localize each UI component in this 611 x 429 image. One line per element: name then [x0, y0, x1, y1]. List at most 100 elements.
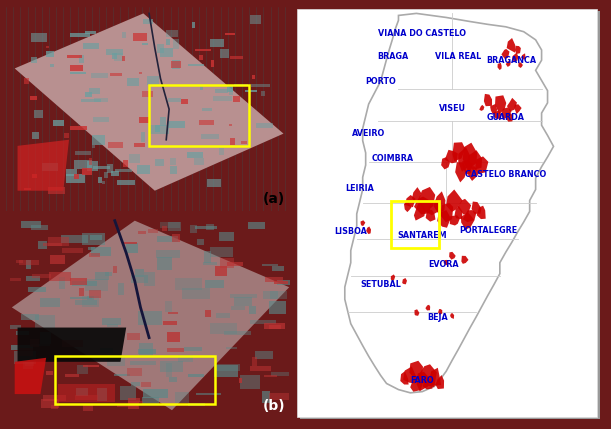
Bar	[42, 163, 58, 171]
Bar	[66, 174, 85, 183]
Bar	[233, 96, 240, 102]
Bar	[262, 91, 265, 96]
Polygon shape	[468, 166, 479, 181]
Bar	[219, 232, 233, 241]
Bar	[215, 266, 227, 276]
Text: BEJA: BEJA	[427, 313, 448, 322]
Polygon shape	[409, 361, 423, 381]
Polygon shape	[366, 227, 371, 234]
Text: SANTAREM: SANTAREM	[398, 231, 447, 240]
Bar	[104, 272, 112, 276]
Polygon shape	[438, 309, 442, 315]
Bar	[93, 117, 109, 122]
Bar	[70, 72, 86, 74]
Bar	[26, 260, 32, 269]
Bar	[48, 238, 69, 246]
Text: FARO: FARO	[411, 376, 434, 385]
Bar	[167, 348, 184, 351]
Bar	[106, 49, 123, 55]
Bar	[270, 291, 287, 299]
Bar	[130, 362, 156, 365]
Bar	[21, 221, 41, 228]
Polygon shape	[445, 150, 458, 163]
Bar	[95, 272, 109, 281]
Bar	[112, 266, 117, 273]
Bar	[49, 63, 54, 67]
Bar	[79, 55, 84, 63]
Polygon shape	[441, 203, 453, 222]
Polygon shape	[417, 372, 429, 391]
Bar	[143, 389, 168, 398]
Bar	[30, 96, 37, 100]
Bar	[231, 306, 245, 311]
Bar	[160, 48, 173, 57]
Bar	[123, 160, 128, 166]
Bar	[43, 396, 65, 401]
Bar	[240, 375, 260, 389]
Bar	[51, 405, 57, 408]
Bar	[138, 349, 156, 353]
Bar	[16, 260, 23, 263]
Polygon shape	[494, 111, 501, 119]
Polygon shape	[414, 201, 425, 221]
Bar	[85, 279, 108, 291]
Text: (a): (a)	[263, 192, 285, 206]
Text: SETUBAL: SETUBAL	[360, 280, 401, 289]
Bar	[144, 272, 155, 286]
Bar	[82, 168, 92, 175]
Bar	[207, 179, 221, 187]
Bar	[61, 236, 88, 243]
Bar	[49, 272, 71, 281]
Bar	[83, 43, 98, 49]
Bar	[269, 301, 286, 314]
Text: EVORA: EVORA	[428, 260, 458, 269]
Bar	[214, 365, 238, 377]
Bar	[160, 222, 180, 228]
Bar	[274, 281, 288, 284]
Bar	[196, 393, 221, 396]
Bar	[31, 226, 48, 230]
Text: BRAGANCA: BRAGANCA	[487, 57, 537, 66]
Polygon shape	[427, 199, 440, 215]
Bar	[230, 138, 235, 145]
Bar	[108, 142, 123, 148]
Bar	[262, 264, 279, 266]
Bar	[81, 99, 101, 102]
Bar	[134, 269, 144, 277]
Bar	[184, 347, 202, 351]
Bar	[122, 242, 137, 244]
Bar	[272, 266, 285, 271]
Polygon shape	[15, 358, 46, 394]
Bar	[31, 57, 37, 63]
Bar	[168, 312, 178, 314]
Bar	[142, 91, 153, 97]
Bar	[158, 257, 172, 270]
Polygon shape	[426, 209, 436, 222]
Polygon shape	[12, 221, 289, 410]
Bar	[128, 401, 143, 403]
Polygon shape	[463, 210, 477, 222]
Text: PORTALEGRE: PORTALEGRE	[459, 226, 517, 235]
Bar	[48, 187, 65, 194]
Bar	[62, 248, 83, 253]
Bar	[131, 275, 148, 284]
Polygon shape	[418, 187, 435, 213]
Bar	[34, 110, 43, 118]
Polygon shape	[453, 142, 465, 161]
Bar	[188, 64, 203, 66]
Bar	[90, 235, 102, 240]
Bar	[74, 174, 79, 179]
Bar	[38, 241, 47, 249]
Polygon shape	[429, 368, 441, 386]
Bar	[112, 53, 117, 59]
Bar	[205, 310, 211, 317]
Bar	[298, 9, 597, 417]
Text: COIMBRA: COIMBRA	[371, 154, 414, 163]
Bar	[213, 96, 232, 101]
Polygon shape	[461, 212, 475, 230]
Bar	[227, 263, 243, 266]
Bar	[119, 283, 125, 295]
Bar	[131, 382, 140, 386]
Bar	[207, 224, 214, 230]
Polygon shape	[391, 275, 395, 281]
